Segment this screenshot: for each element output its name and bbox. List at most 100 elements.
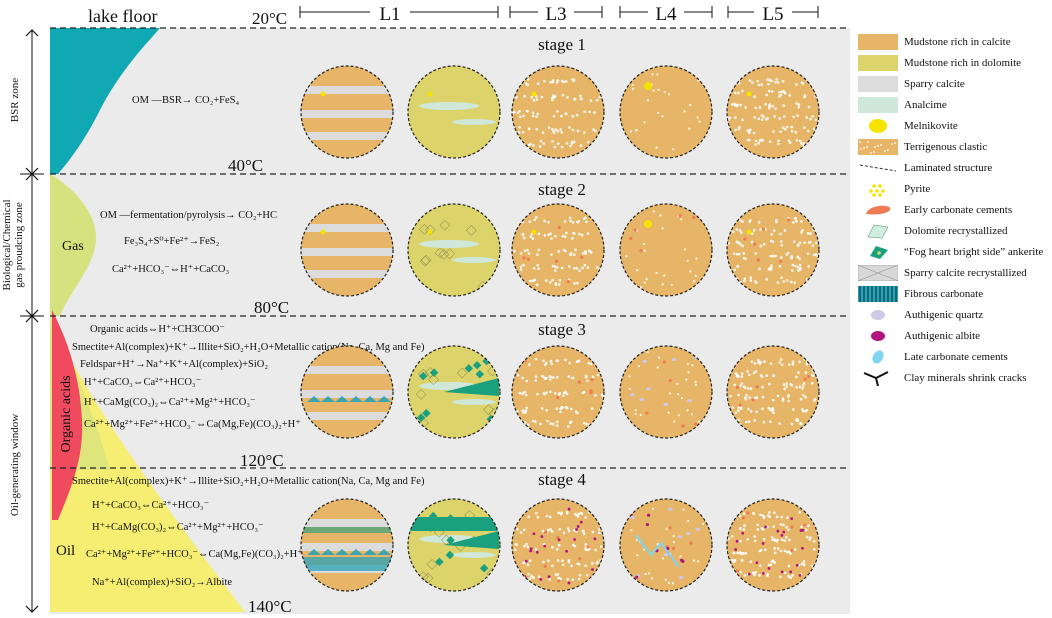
legend-item: Melnikovite	[858, 116, 1052, 137]
thin-section-outline	[300, 203, 394, 297]
legend-label: Late carbonate cements	[904, 351, 1008, 363]
legend-label: Laminated structure	[904, 162, 993, 174]
legend-label: Pyrite	[904, 183, 931, 195]
thin-section-outline	[300, 65, 394, 159]
thin-section-outline	[407, 203, 501, 297]
thin-section-stage4-l5	[727, 499, 819, 591]
legend-label: Melnikovite	[904, 120, 958, 132]
thin-section-stage2-l1a	[301, 204, 393, 296]
analcime-swatch	[858, 97, 898, 113]
thin-section-stage4-l1a	[301, 499, 393, 591]
legend: Mudstone rich in calcite Mudstone rich in…	[858, 32, 1052, 389]
legend-item: Fibrous carbonate	[858, 284, 1052, 305]
thin-section-stage4-l1b	[408, 499, 500, 591]
legend-item: Sparry calcite recrystallized	[858, 263, 1052, 284]
legend-item: Terrigenous clastic	[858, 137, 1052, 158]
laminated-structure-icon	[859, 164, 897, 172]
reaction-s3-2: Smectite+Al(complex)+K⁺→Illite+SiO₂+H₂O+…	[72, 342, 425, 353]
legend-item: Early carbonate cements	[858, 200, 1052, 221]
thin-section-stage3-l1a	[301, 346, 393, 438]
temperature-140c: 140°C	[248, 597, 292, 616]
reaction-s3-5: H⁺+CaMg(CO₃)₂⇔Ca²⁺+Mg²⁺+HCO₃⁻	[84, 397, 256, 408]
reaction-s3-6: Ca²⁺+Mg²⁺+Fe²⁺+HCO₃⁻⇔Ca(Mg,Fe)(CO₃)₂+H⁺	[84, 419, 301, 430]
thin-section-outline	[511, 203, 605, 297]
column-label-l4: L4	[655, 4, 677, 25]
sparry-calcite-swatch	[858, 76, 898, 92]
legend-label: Authigenic quartz	[904, 309, 984, 321]
authigenic-quartz-icon	[871, 310, 885, 320]
legend-item: Mudstone rich in calcite	[858, 32, 1052, 53]
thin-section-outline	[619, 203, 713, 297]
legend-label: Analcime	[904, 99, 947, 111]
legend-label: Sparry calcite	[904, 78, 965, 90]
legend-label: Mudstone rich in dolomite	[904, 57, 1022, 69]
thin-section-outline	[511, 345, 605, 439]
late-carbonate-cement-icon	[872, 350, 884, 364]
oil-curve	[50, 316, 245, 612]
thin-section-stage2-l3	[512, 204, 604, 296]
thin-section-stage2-l1b	[408, 204, 500, 296]
reaction-s4-5: Na⁺+Al(complex)+SiO₂→Albite	[92, 577, 232, 588]
legend-label: Sparry calcite recrystallized	[904, 267, 1027, 279]
reaction-s2-1: OM —fermentation/pyrolysis→ CO₂+HC	[100, 210, 277, 221]
legend-label: Dolomite recrystallized	[904, 225, 1008, 237]
thin-section-outline	[619, 345, 713, 439]
reaction-s3-4: H⁺+CaCO₃⇔Ca²⁺+HCO₃⁻	[84, 377, 201, 388]
thin-section-outline	[300, 498, 394, 592]
thin-section-outline	[511, 65, 605, 159]
legend-label: Fibrous carbonate	[904, 288, 984, 300]
temperature-20c: 20°C	[252, 9, 287, 28]
lake-floor-label: lake floor	[88, 6, 157, 26]
column-headers	[299, 6, 819, 18]
thin-section-outline	[726, 498, 820, 592]
legend-item: Dolomite recrystallized	[858, 221, 1052, 242]
pyrite-icon	[869, 184, 885, 197]
early-carbonate-cement-icon	[866, 205, 891, 215]
temperature-40c: 40°C	[228, 156, 263, 175]
reaction-s4-1: Smectite+Al(complex)+K⁺→Illite+SiO₂+H₂O+…	[72, 476, 425, 487]
legend-item: Pyrite	[858, 179, 1052, 200]
stage-2-title: stage 2	[538, 180, 586, 199]
clay-shrink-crack-icon	[863, 371, 889, 386]
legend-item: Mudstone rich in dolomite	[858, 53, 1052, 74]
column-label-l3: L3	[545, 4, 566, 25]
thin-section-outline	[300, 345, 394, 439]
reaction-s1-1: OM —BSR→ CO₂+FeS₄	[132, 95, 240, 106]
legend-label: Clay minerals shrink cracks	[904, 372, 1027, 384]
thin-section-outline	[407, 498, 501, 592]
oil-label: Oil	[56, 543, 75, 559]
thin-section-outline	[726, 65, 820, 159]
thin-section-outline	[619, 65, 713, 159]
legend-item: Sparry calcite	[858, 74, 1052, 95]
legend-item: Laminated structure	[858, 158, 1052, 179]
mudstone-dolomite-swatch	[858, 55, 898, 71]
organic-acids-label: Organic acids	[59, 375, 74, 452]
thin-section-grid	[300, 65, 820, 592]
stage-1-title: stage 1	[538, 35, 586, 54]
thin-section-outline	[407, 345, 501, 439]
gas-label: Gas	[62, 239, 84, 254]
zone-label-bsr: BSR zone	[9, 78, 21, 122]
thin-section-stage4-l4	[620, 499, 712, 591]
zone-label-bio-line2: gas proudcing zone	[13, 202, 25, 288]
legend-label: “Fog heart bright side” ankerite	[904, 246, 1044, 258]
reaction-s4-4: Ca²⁺+Mg²⁺+Fe²⁺+HCO₃⁻⇔Ca(Mg,Fe)(CO₃)₂+H⁺	[86, 549, 303, 560]
thin-section-stage3-l3	[512, 346, 604, 438]
thin-section-stage1-l1b	[408, 66, 500, 158]
temperature-120c: 120°C	[240, 451, 284, 470]
legend-label: Mudstone rich in calcite	[904, 36, 1011, 48]
legend-label: Authigenic albite	[904, 330, 981, 342]
temperature-80c: 80°C	[254, 298, 289, 317]
thin-section-stage2-l4	[620, 204, 712, 296]
thin-section-stage3-l1b	[408, 346, 500, 438]
reaction-s4-2: H⁺+CaCO₃⇔Ca²⁺+HCO₃⁻	[92, 500, 209, 511]
legend-item: Authigenic quartz	[858, 305, 1052, 326]
thin-section-stage3-l4	[620, 346, 712, 438]
legend-label: Early carbonate cements	[904, 204, 1013, 216]
thin-section-stage2-l5	[727, 204, 819, 296]
thin-section-outline	[726, 345, 820, 439]
thin-section-outline	[726, 203, 820, 297]
thin-section-stage1-l4	[620, 66, 712, 158]
legend-label: Terrigenous clastic	[904, 141, 988, 153]
